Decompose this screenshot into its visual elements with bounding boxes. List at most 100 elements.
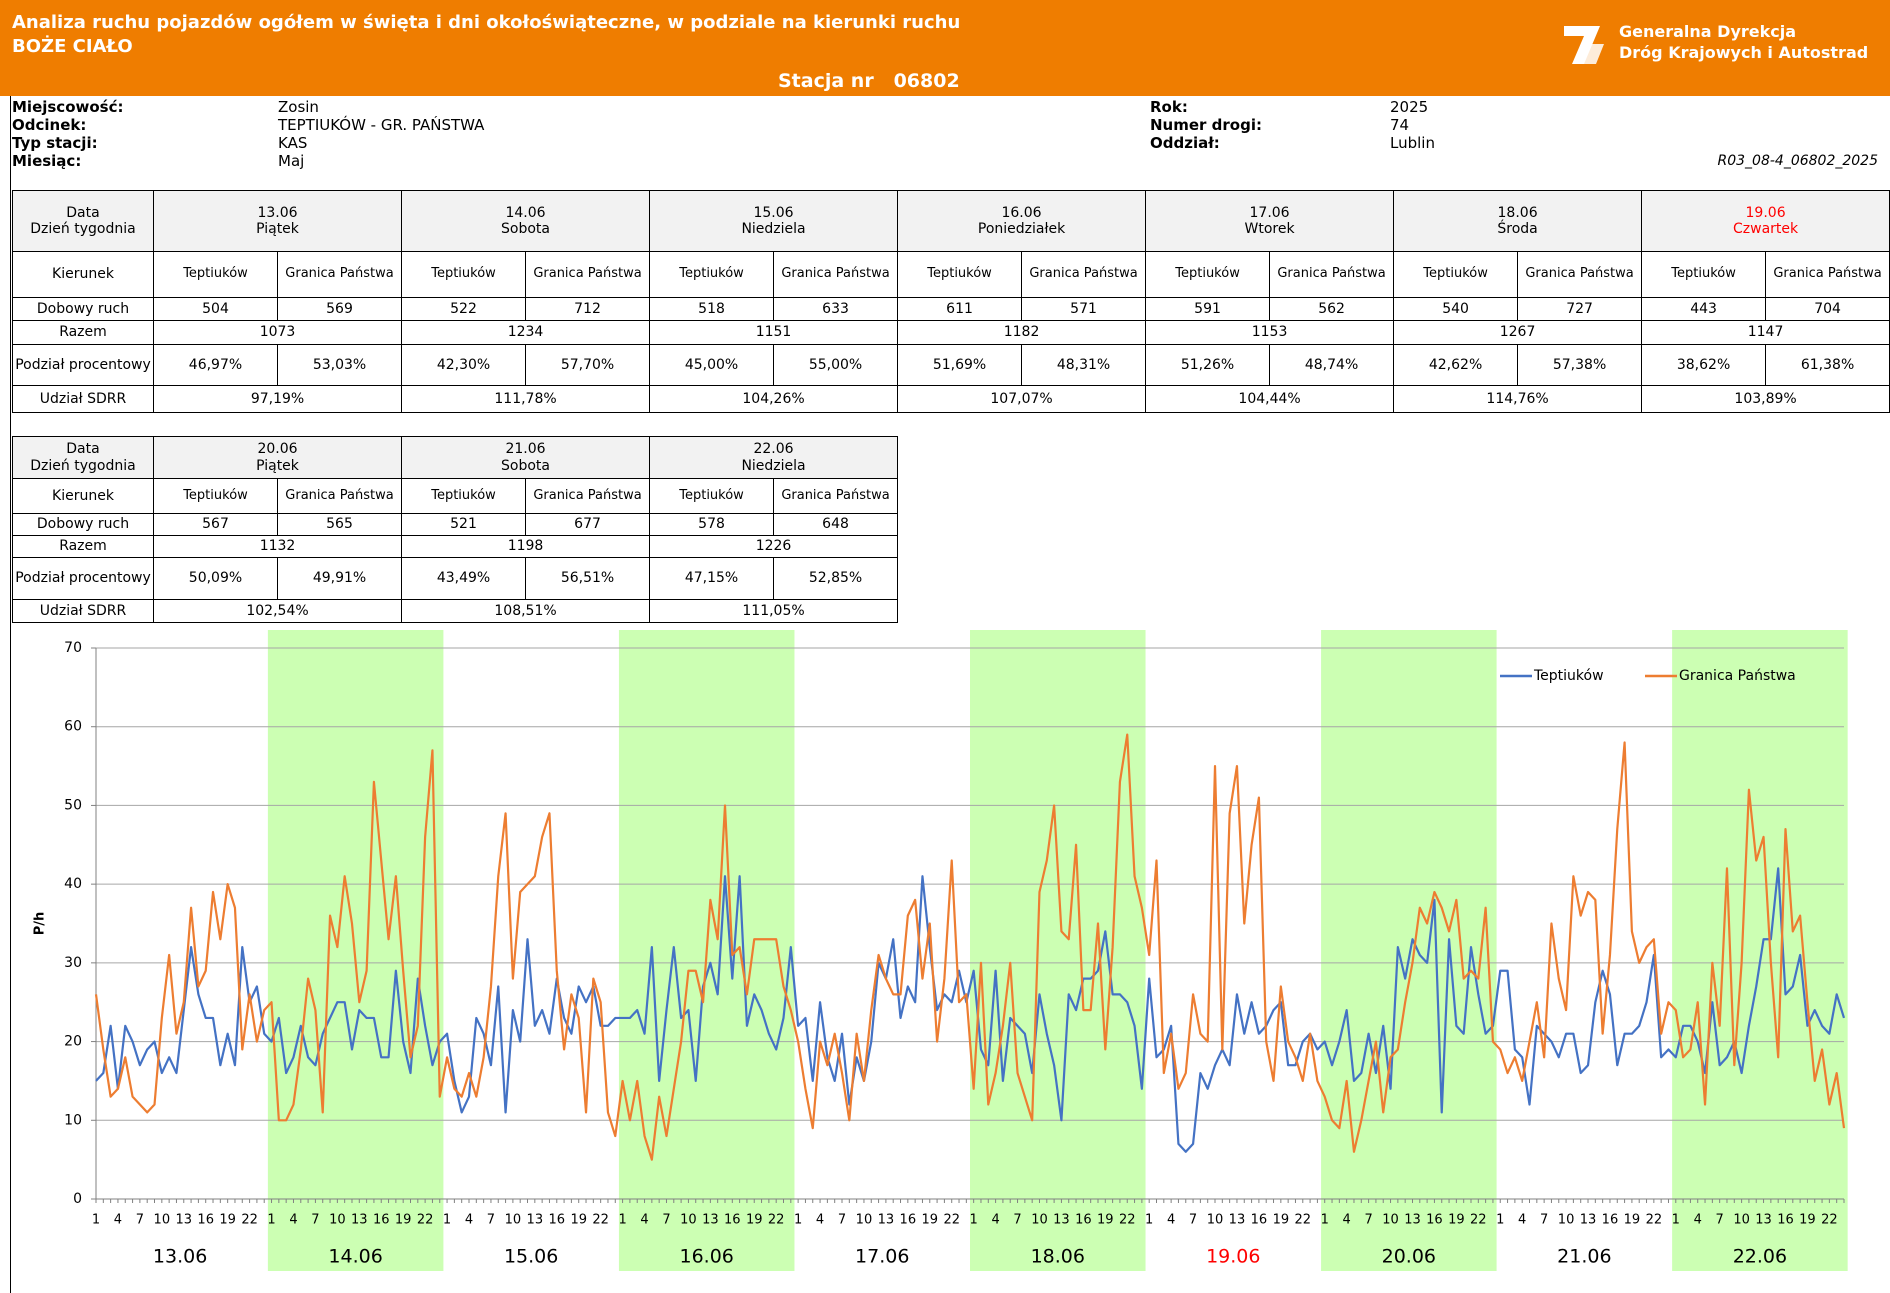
table-cell: 18.06 Środa [1393, 190, 1643, 252]
table-cell: 104,26% [649, 385, 899, 413]
station: Stacja nr 06802 [778, 70, 960, 92]
cell-text: 49,91% [312, 570, 367, 587]
table-cell: 104,44% [1145, 385, 1395, 413]
day-band [267, 630, 444, 1271]
day-band [1672, 630, 1848, 1271]
x-tick-label: 22 [1295, 1213, 1312, 1228]
cell-text: Teptiuków [1175, 266, 1240, 282]
cell-text: Granica Państwa [533, 266, 642, 282]
table-cell: 522 [401, 297, 527, 321]
table-cell: 38,62% [1641, 344, 1767, 386]
cell-text: 562 [1318, 300, 1345, 317]
table-cell: Granica Państwa [276, 478, 403, 514]
cell-text: 42,62% [1428, 356, 1483, 373]
cell-text: Granica Państwa [1277, 266, 1386, 282]
x-tick-label: 16 [1075, 1213, 1092, 1228]
table-cell: 1198 [401, 535, 651, 558]
cell-text: Teptiuków [927, 266, 992, 282]
cell-text: Udział SDRR [39, 602, 127, 619]
day-label: 19.06 [1206, 1246, 1260, 1268]
x-tick-label: 19 [1624, 1213, 1641, 1228]
subtitle: BOŻE CIAŁO [12, 36, 133, 57]
table-cell: Kierunek [12, 251, 154, 298]
cell-text: 1226 [755, 538, 792, 555]
table-cell: 114,76% [1393, 385, 1643, 413]
station-number: 06802 [893, 70, 960, 92]
cell-text: 53,03% [312, 356, 367, 373]
x-tick-label: 19 [1097, 1213, 1114, 1228]
cell-text: 103,89% [1734, 390, 1797, 407]
x-tick-label: 1 [1145, 1213, 1153, 1228]
x-tick-label: 16 [1251, 1213, 1268, 1228]
table-cell: Granica Państwa [1021, 251, 1147, 298]
x-tick-label: 13 [1755, 1213, 1772, 1228]
cell-text: Wtorek [1244, 221, 1295, 237]
x-tick-label: 7 [1716, 1213, 1724, 1228]
day-label: 15.06 [504, 1246, 558, 1268]
x-tick-label: 4 [991, 1213, 999, 1228]
table-row: Data Dzień tygodnia 13.06 Piątek 14.06 Sobota… [12, 190, 1890, 252]
info-label: Numer drogi: [1150, 116, 1262, 134]
table-cell: 13.06 Piątek [152, 190, 403, 252]
info-value: Maj [278, 152, 305, 170]
cell-text: 504 [202, 300, 229, 317]
cell-text: 104,26% [742, 390, 805, 407]
cell-text: Teptiuków [679, 487, 744, 503]
table-cell: 540 [1393, 297, 1519, 321]
x-tick-label: 16 [373, 1213, 390, 1228]
cell-text: Podział procentowy [15, 356, 151, 373]
y-tick-label: 70 [64, 640, 82, 656]
x-tick-label: 16 [1426, 1213, 1443, 1228]
cell-text: Granica Państwa [285, 266, 394, 282]
table-cell: 55,00% [773, 344, 899, 386]
cell-text: 522 [450, 300, 477, 317]
x-tick-label: 7 [1013, 1213, 1021, 1228]
table-cell: 20.06 Piątek [152, 436, 403, 479]
table-row: Razem 1132 1198 1226 [12, 535, 899, 558]
day-label: 20.06 [1382, 1246, 1436, 1268]
x-tick-label: 13 [1404, 1213, 1421, 1228]
table-cell: Granica Państwa [276, 251, 403, 298]
table-cell: 1226 [649, 535, 899, 558]
x-tick-label: 22 [1470, 1213, 1487, 1228]
table-cell: Data Dzień tygodnia [12, 436, 154, 479]
cell-text: Granica Państwa [781, 266, 890, 282]
cell-text: 57,70% [560, 356, 615, 373]
station-label: Stacja nr [778, 70, 874, 92]
table-cell: Teptiuków [1641, 251, 1767, 298]
table-cell: Razem [12, 320, 154, 345]
x-tick-label: 4 [1518, 1213, 1526, 1228]
cell-text: Kierunek [52, 487, 114, 504]
table-cell: 111,78% [401, 385, 651, 413]
logo-text: Generalna Dyrekcja [1619, 22, 1797, 41]
table-cell: 56,51% [525, 557, 651, 600]
x-tick-label: 19 [1273, 1213, 1290, 1228]
table-cell: 45,00% [649, 344, 775, 386]
x-tick-label: 7 [838, 1213, 846, 1228]
cell-text: 114,76% [1486, 390, 1549, 407]
cell-text: 38,62% [1676, 356, 1731, 373]
cell-text: 518 [698, 300, 725, 317]
table-cell: 569 [276, 297, 403, 321]
x-tick-label: 22 [1646, 1213, 1663, 1228]
table-cell: 16.06 Poniedziałek [897, 190, 1147, 252]
x-tick-label: 19 [1448, 1213, 1465, 1228]
x-tick-label: 16 [724, 1213, 741, 1228]
table-cell: 677 [525, 513, 651, 536]
table-cell: 51,26% [1145, 344, 1271, 386]
cell-text: Teptiuków [183, 266, 248, 282]
legend-label: Teptiuków [1533, 668, 1604, 684]
cell-text: Poniedziałek [977, 221, 1066, 237]
x-tick-label: 16 [548, 1213, 565, 1228]
table-cell: 46,97% [153, 344, 278, 386]
table-cell: 42,62% [1393, 344, 1519, 386]
table-cell: 591 [1145, 297, 1271, 321]
table-cell: 57,38% [1517, 344, 1643, 386]
cell-text: 15.06 [753, 204, 794, 221]
cell-text: Granica Państwa [1773, 266, 1882, 282]
table-cell: Podział procentowy [12, 557, 154, 600]
cell-text: 97,19% [250, 390, 305, 407]
table-cell: 504 [153, 297, 278, 321]
cell-text: Teptiuków [183, 487, 248, 503]
